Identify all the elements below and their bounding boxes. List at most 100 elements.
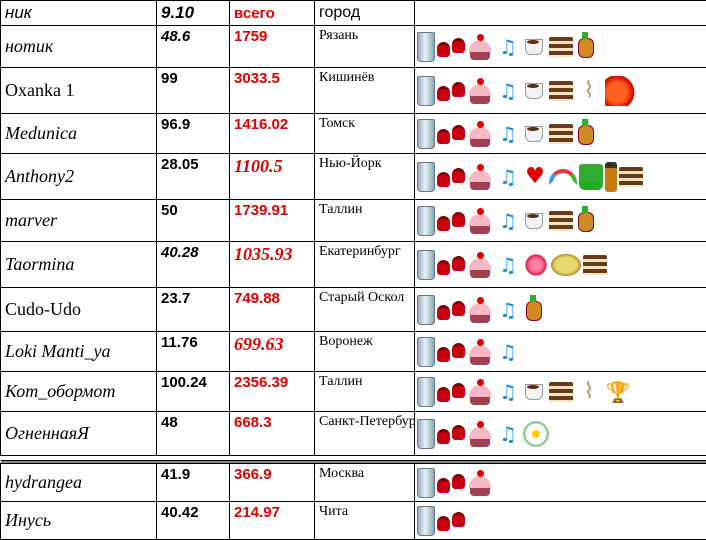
row-nick: Anthony2 (0, 153, 157, 200)
glass-icon (417, 505, 435, 536)
coffee-icon (523, 81, 547, 101)
header-city: город (314, 0, 415, 26)
row-nick: Taormina (0, 241, 157, 288)
dessert-icon (549, 36, 573, 57)
row-nick: Oxanka 1 (0, 67, 157, 114)
glass-icon (417, 31, 435, 62)
glass-icon (417, 205, 435, 236)
heart-icon: ♥ (525, 163, 545, 189)
cake-icon (467, 338, 493, 365)
row-total: 1035.93 (229, 241, 315, 288)
glass-icon (417, 376, 435, 407)
cake-icon (467, 420, 493, 447)
row-gifts: ♫ (414, 411, 706, 456)
table-row: ОгненнаяЯ 48 668.3 Санкт-Петербург ♫ (0, 411, 706, 456)
row-total: 214.97 (229, 501, 315, 540)
bottle-icon (605, 161, 617, 192)
rose-icon (523, 251, 549, 278)
row-city: Рязань (314, 25, 415, 68)
shoes-icon (437, 255, 465, 275)
shoes-icon (437, 211, 465, 231)
dessert-icon (549, 80, 573, 101)
glass-icon (417, 75, 435, 106)
row-nick: Кот_обормот (0, 371, 157, 412)
music-icon: ♫ (499, 164, 517, 189)
shoes-icon (437, 300, 465, 320)
samovar-icon (523, 294, 543, 325)
shoes-icon (437, 124, 465, 144)
hat-icon (579, 163, 603, 190)
dessert-icon (549, 381, 573, 402)
row-gifts: ♫ (414, 331, 706, 372)
glass-icon (417, 294, 435, 325)
music-icon: ♫ (499, 421, 517, 446)
shoes-icon (437, 511, 465, 531)
row-score: 11.76 (156, 331, 230, 372)
row-gifts: ♫ (414, 113, 706, 154)
row-score: 23.7 (156, 287, 230, 332)
coffee-icon (523, 211, 547, 231)
table-row: Taormina 40.28 1035.93 Екатеринбург ♫ (0, 241, 706, 288)
row-gifts: ♫ ♥ (414, 153, 706, 200)
row-total: 749.88 (229, 287, 315, 332)
glass-icon (417, 161, 435, 192)
row-gifts: ♫ (414, 287, 706, 332)
dessert-icon (549, 210, 573, 231)
row-total: 2356.39 (229, 371, 315, 412)
row-city: Томск (314, 113, 415, 154)
dessert-icon (549, 123, 573, 144)
cake-icon (467, 207, 493, 234)
table-row: Anthony2 28.05 1100.5 Нью-Йорк ♫ ♥ (0, 153, 706, 200)
glass-icon (417, 118, 435, 149)
row-score: 96.9 (156, 113, 230, 154)
row-gifts: ♫ (414, 241, 706, 288)
cake-icon (467, 33, 493, 60)
row-score: 40.28 (156, 241, 230, 288)
glass-icon (417, 249, 435, 280)
table-row: hydrangea 41.9 366.9 Москва (0, 463, 706, 502)
row-score: 100.24 (156, 371, 230, 412)
row-score: 50 (156, 199, 230, 242)
row-city: Екатеринбург (314, 241, 415, 288)
shoes-icon (437, 382, 465, 402)
music-icon: ♫ (499, 379, 517, 404)
row-gifts: ♫ ⌇ (414, 67, 706, 114)
row-total: 366.9 (229, 463, 315, 502)
row-nick: Cudo-Udo (0, 287, 157, 332)
music-icon: ♫ (499, 121, 517, 146)
coffee-icon (523, 37, 547, 57)
cake-icon (467, 296, 493, 323)
trophy-icon: 🏆 (605, 379, 631, 404)
rocking-chair-icon: ⌇ (583, 77, 595, 103)
shoes-icon (437, 37, 465, 57)
gift-bag-icon (605, 75, 635, 106)
row-total: 668.3 (229, 411, 315, 456)
header-total: всего (229, 0, 315, 26)
table-row: нотик 48.6 1759 Рязань ♫ (0, 25, 706, 68)
music-icon: ♫ (499, 297, 517, 322)
row-score: 40.42 (156, 501, 230, 540)
dessert-icon (619, 166, 643, 187)
glass-icon (417, 418, 435, 449)
header-nick: ник (0, 0, 157, 26)
music-icon: ♫ (499, 339, 517, 364)
table-row: Кот_обормот 100.24 2356.39 Таллин ♫ ⌇ 🏆 (0, 371, 706, 412)
row-nick: ОгненнаяЯ (0, 411, 157, 456)
shoes-icon (437, 424, 465, 444)
cake-icon (467, 163, 493, 190)
glass-icon (417, 336, 435, 367)
row-gifts (414, 501, 706, 540)
row-gifts (414, 463, 706, 502)
row-city: Воронеж (314, 331, 415, 372)
row-score: 41.9 (156, 463, 230, 502)
row-nick: Инусь (0, 501, 157, 540)
row-city: Старый Оскол (314, 287, 415, 332)
cymbal-icon (551, 253, 581, 276)
row-nick: marver (0, 199, 157, 242)
music-icon: ♫ (499, 78, 517, 103)
row-score: 48.6 (156, 25, 230, 68)
samovar-icon (575, 31, 595, 62)
shoes-icon (437, 81, 465, 101)
rocking-chair-icon: ⌇ (583, 378, 595, 404)
row-city: Таллин (314, 371, 415, 412)
